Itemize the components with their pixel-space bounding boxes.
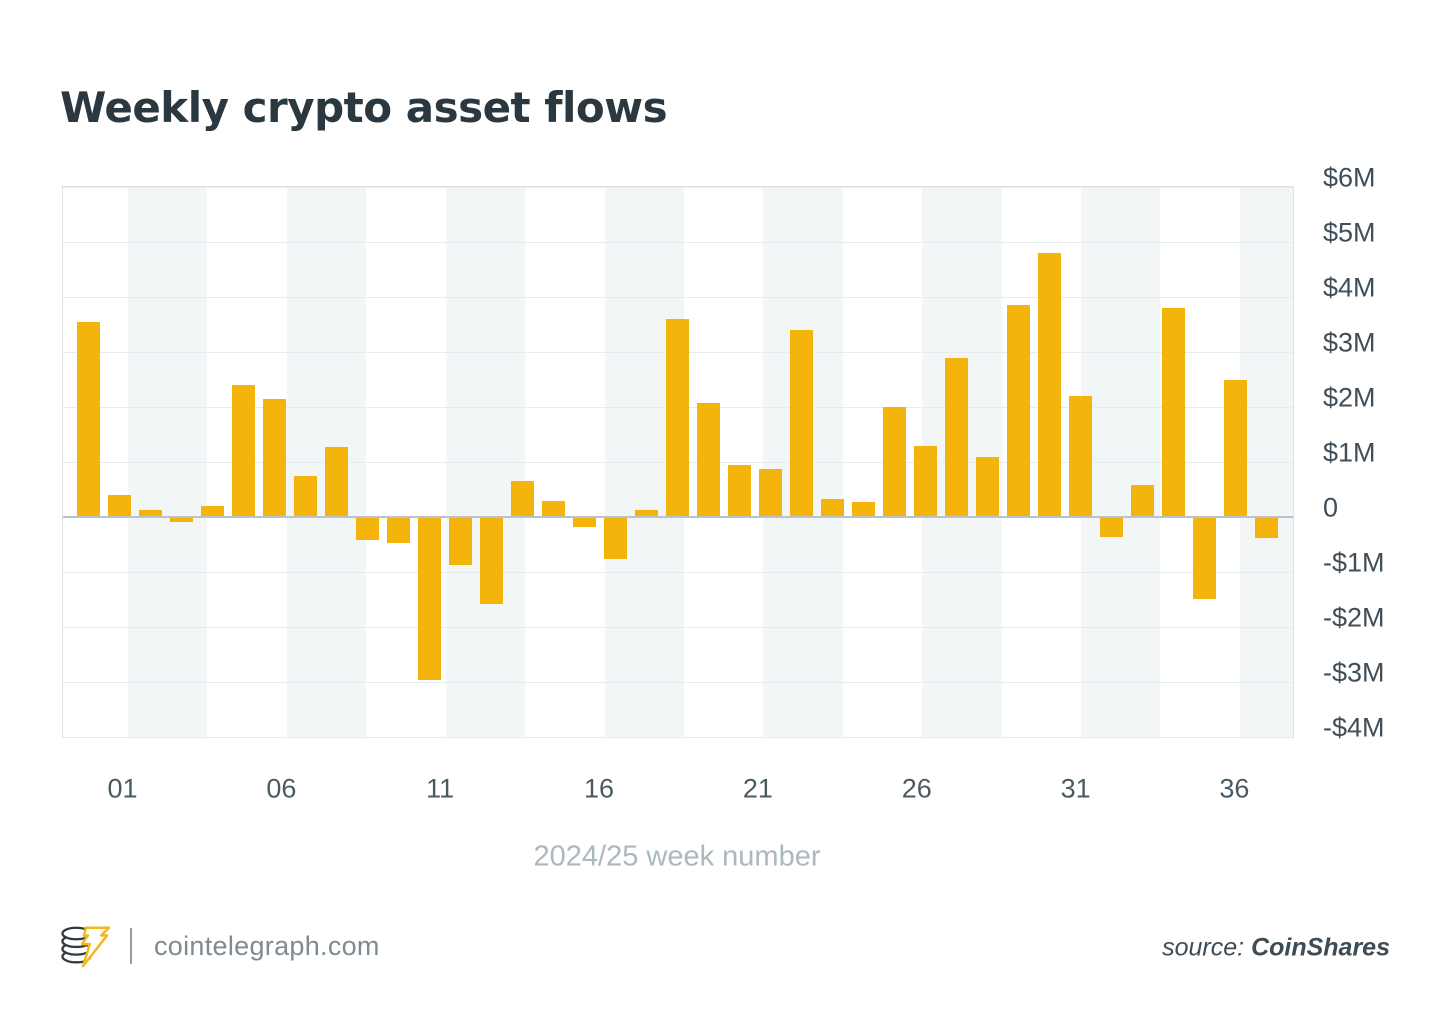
gridline (63, 737, 1293, 738)
bar (1162, 308, 1185, 517)
bar (418, 518, 441, 681)
bar (1193, 518, 1216, 599)
gridline (63, 242, 1293, 243)
footer-divider (130, 928, 132, 964)
bar (1131, 485, 1154, 517)
bar (852, 501, 875, 517)
bar (542, 500, 565, 517)
y-tick-label: $4M (1323, 272, 1376, 303)
gridline (63, 187, 1293, 188)
y-tick-label: -$3M (1323, 657, 1385, 688)
y-tick-label: $2M (1323, 382, 1376, 413)
bar (294, 475, 317, 517)
footer-branding: cointelegraph.com (60, 922, 380, 970)
lightning-bolt (80, 926, 110, 968)
gridline (63, 627, 1293, 628)
y-tick-label: 0 (1323, 492, 1339, 523)
y-tick-label: -$2M (1323, 602, 1385, 633)
bar (263, 398, 286, 517)
source-label: source: (1162, 933, 1245, 962)
x-tick-label: 31 (1060, 773, 1091, 804)
x-axis-title: 2024/25 week number (533, 840, 821, 873)
y-tick-label: -$1M (1323, 547, 1385, 578)
chart-title: Weekly crypto asset flows (60, 83, 668, 133)
y-tick-label: -$4M (1323, 712, 1385, 743)
bar (1100, 518, 1123, 538)
x-tick-label: 11 (426, 773, 455, 804)
bar (573, 518, 596, 527)
gridline (63, 682, 1293, 683)
gridline (63, 297, 1293, 298)
bar (387, 518, 410, 544)
bar (201, 506, 224, 517)
x-tick-label: 26 (901, 773, 932, 804)
y-tick-label: $3M (1323, 327, 1376, 358)
y-tick-label: $5M (1323, 217, 1376, 248)
bar-chart-plot-area (62, 186, 1294, 738)
bar (604, 518, 627, 559)
x-tick-label: 06 (266, 773, 297, 804)
bar (480, 518, 503, 605)
bar (697, 402, 720, 517)
bar (325, 447, 348, 517)
y-tick-label: $6M (1323, 162, 1376, 193)
source-credit: source: CoinShares (1162, 934, 1390, 963)
bar (821, 498, 844, 517)
cointelegraph-logo-icon (61, 926, 110, 968)
y-tick-label: $1M (1323, 437, 1376, 468)
bar (170, 518, 193, 522)
bar (759, 469, 782, 517)
x-tick-label: 21 (742, 773, 773, 804)
bar (1255, 518, 1278, 539)
bar (790, 330, 813, 517)
bar (1069, 396, 1092, 517)
bar (883, 407, 906, 517)
site-name: cointelegraph.com (154, 930, 380, 961)
x-tick-label: 01 (107, 773, 138, 804)
zero-axis-line (63, 516, 1293, 518)
bar (356, 518, 379, 540)
bar (666, 319, 689, 517)
bar (1224, 379, 1247, 517)
bar (77, 321, 100, 517)
bar (976, 456, 999, 517)
gridline (63, 572, 1293, 573)
bar (1007, 305, 1030, 517)
source-name: CoinShares (1251, 933, 1390, 962)
bar (1038, 253, 1061, 517)
bar (635, 510, 658, 517)
bar (139, 509, 162, 517)
bar (945, 357, 968, 517)
bar (108, 495, 131, 517)
bar (449, 518, 472, 565)
bar (232, 385, 255, 517)
x-tick-label: 36 (1219, 773, 1250, 804)
bar (728, 465, 751, 517)
bar (914, 445, 937, 517)
bar (511, 481, 534, 517)
x-tick-label: 16 (584, 773, 615, 804)
